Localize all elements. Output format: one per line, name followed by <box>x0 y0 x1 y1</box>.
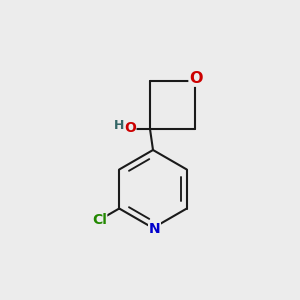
Text: H: H <box>114 119 124 133</box>
Text: O: O <box>124 121 136 135</box>
Text: N: N <box>149 222 160 236</box>
Text: Cl: Cl <box>92 213 107 227</box>
Text: O: O <box>189 71 203 86</box>
